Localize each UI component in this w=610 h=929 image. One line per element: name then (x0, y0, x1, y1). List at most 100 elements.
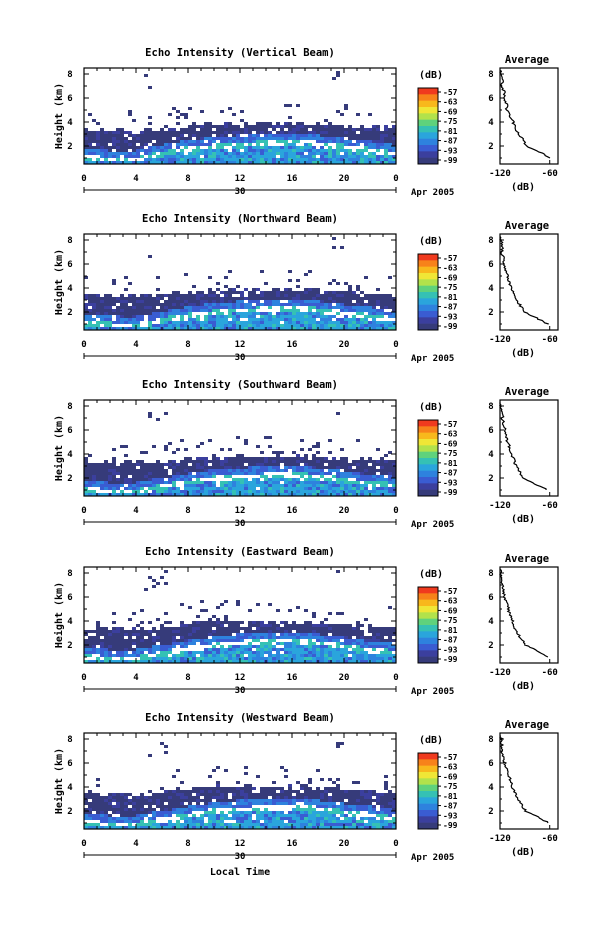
profile-x-tick-label: -60 (542, 169, 558, 179)
x-tick-label: 16 (287, 340, 298, 350)
x-tick-label: 20 (339, 174, 350, 184)
y-tick-label: 4 (67, 450, 73, 460)
heatmap-cells (84, 412, 396, 496)
colorbar-tick-label: -87 (443, 469, 458, 478)
colorbar-tick-label: -99 (443, 488, 458, 497)
colorbar-tick-label: -99 (443, 821, 458, 830)
profile-y-tick-label: 2 (488, 308, 493, 318)
y-axis-label: Height (km) (53, 582, 65, 648)
x-tick-label: 0 (393, 506, 398, 516)
day-label: 30 (235, 686, 246, 696)
colorbar-tick-label: -87 (443, 137, 458, 146)
colorbar-swatch (418, 138, 438, 146)
profile-x-tick-label: -60 (542, 335, 558, 345)
profile-x-tick-label: -120 (489, 169, 511, 179)
profile-x-tick-label: -60 (542, 834, 558, 844)
colorbar-swatch (418, 772, 438, 779)
x-tick-label: 12 (235, 340, 246, 350)
colorbar-swatch (418, 464, 438, 471)
profile-y-tick-label: 8 (488, 402, 493, 412)
colorbar-tick-label: -99 (443, 655, 458, 664)
heatmap-cells (84, 237, 396, 330)
profile-title: Average (505, 54, 549, 66)
colorbar-swatch (418, 132, 438, 139)
panel-1: Echo Intensity (Northward Beam)2468Heigh… (53, 213, 559, 364)
colorbar-swatch (418, 254, 438, 261)
y-tick-label: 2 (67, 641, 72, 651)
colorbar-swatch (418, 618, 438, 626)
colorbar-swatch (418, 458, 438, 465)
panel-title: Echo Intensity (Westward Beam) (145, 712, 335, 724)
colorbar-tick-label: -93 (443, 312, 458, 321)
x-tick-label: 4 (133, 340, 139, 350)
y-tick-label: 6 (67, 94, 72, 104)
profile-y-tick-label: 4 (488, 118, 494, 128)
panel-title: Echo Intensity (Vertical Beam) (145, 47, 335, 59)
profile-y-tick-label: 4 (488, 783, 494, 793)
colorbar-swatch (418, 304, 438, 312)
colorbar-swatch (418, 644, 438, 651)
colorbar-swatch (418, 119, 438, 127)
x-tick-label: 0 (81, 340, 86, 350)
x-tick-label: 16 (287, 506, 298, 516)
profile-y-tick-label: 4 (488, 617, 494, 627)
panel-2: Echo Intensity (Southward Beam)2468Heigh… (53, 379, 559, 530)
panel-4: Echo Intensity (Westward Beam)2468Height… (53, 712, 559, 863)
y-tick-label: 4 (67, 118, 73, 128)
colorbar-tick-label: -87 (443, 802, 458, 811)
colorbar-swatch (418, 470, 438, 478)
colorbar-swatch (418, 816, 438, 823)
colorbar-tick-label: -57 (443, 420, 458, 429)
profile-x-label: (dB) (511, 847, 535, 858)
panel-title: Echo Intensity (Northward Beam) (142, 213, 338, 225)
x-tick-label: 8 (185, 839, 190, 849)
profile-x-tick-label: -120 (489, 834, 511, 844)
y-tick-label: 8 (67, 70, 72, 80)
colorbar-swatch (418, 157, 438, 165)
colorbar-swatch (418, 822, 438, 830)
y-tick-label: 6 (67, 260, 72, 270)
profile-x-tick-label: -60 (542, 501, 558, 511)
colorbar-swatch (418, 599, 438, 607)
y-tick-label: 8 (67, 735, 72, 745)
colorbar-unit: (dB) (419, 70, 443, 81)
x-tick-label: 0 (393, 673, 398, 683)
day-label: 30 (235, 353, 246, 363)
date-label: Apr 2005 (411, 354, 454, 364)
colorbar-swatch (418, 656, 438, 664)
profile-y-tick-label: 6 (488, 593, 493, 603)
profile-y-tick-label: 4 (488, 450, 494, 460)
colorbar-tick-label: -69 (443, 273, 458, 282)
profile-line (499, 568, 549, 658)
colorbar-swatch (418, 625, 438, 632)
colorbar-swatch (418, 489, 438, 497)
profile-y-tick-label: 8 (488, 70, 493, 80)
colorbar-swatch (418, 151, 438, 158)
colorbar-swatch (418, 483, 438, 490)
profile-frame (499, 566, 559, 664)
x-tick-label: 0 (393, 174, 398, 184)
colorbar-swatch (418, 432, 438, 440)
x-tick-label: 0 (81, 839, 86, 849)
colorbar-tick-label: -69 (443, 772, 458, 781)
profile-x-label: (dB) (511, 681, 535, 692)
profile-y-tick-label: 4 (488, 284, 494, 294)
colorbar-tick-label: -63 (443, 597, 458, 606)
colorbar-swatch (418, 107, 438, 114)
date-label: Apr 2005 (411, 853, 454, 863)
y-tick-label: 2 (67, 474, 72, 484)
x-tick-label: 20 (339, 839, 350, 849)
colorbar-tick-label: -57 (443, 254, 458, 263)
profile-x-tick-label: -120 (489, 668, 511, 678)
day-label: 30 (235, 852, 246, 862)
colorbar-swatch (418, 445, 438, 452)
panel-3: Echo Intensity (Eastward Beam)2468Height… (53, 546, 559, 697)
y-tick-label: 6 (67, 426, 72, 436)
colorbar-tick-label: -57 (443, 587, 458, 596)
profile-y-tick-label: 6 (488, 260, 493, 270)
date-label: Apr 2005 (411, 687, 454, 697)
y-axis-label: Height (km) (53, 415, 65, 481)
x-tick-label: 12 (235, 673, 246, 683)
profile-line (498, 402, 547, 491)
colorbar-frame (417, 586, 439, 664)
